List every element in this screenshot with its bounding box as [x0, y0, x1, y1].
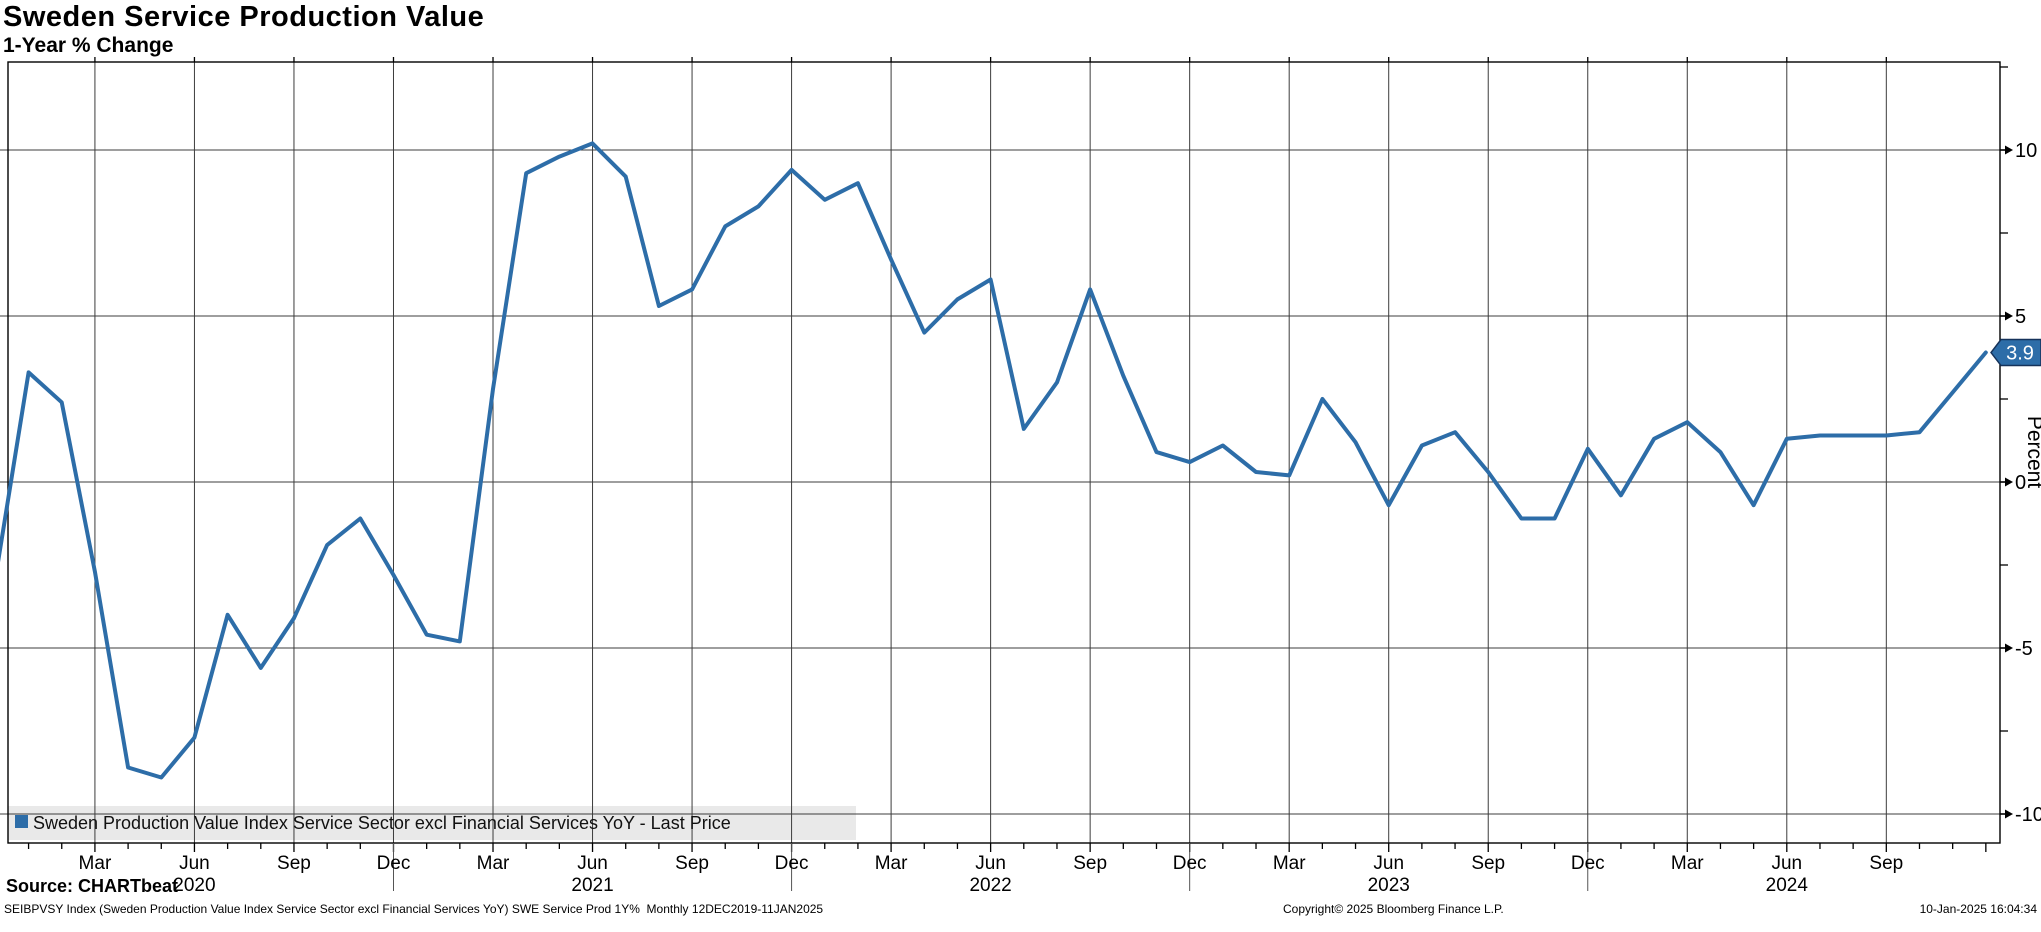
x-year-label: 2023	[1368, 875, 1410, 896]
price-line	[0, 141, 1988, 780]
x-tick-label: Mar	[1273, 853, 1306, 874]
y-tick-arrow-icon	[2005, 477, 2013, 487]
x-tick-label: Mar	[477, 853, 510, 874]
x-tick-label: Sep	[1073, 853, 1107, 874]
x-year-label: 2020	[173, 875, 215, 896]
x-tick-label: Jun	[1373, 853, 1404, 874]
x-tick-label: Dec	[377, 853, 411, 874]
footer-timestamp: 10-Jan-2025 16:04:34	[1919, 902, 2037, 916]
x-tick-label: Dec	[1571, 853, 1605, 874]
x-tick-label: Sep	[1471, 853, 1505, 874]
x-tick-label: Mar	[79, 853, 112, 874]
x-tick-label: Dec	[775, 853, 809, 874]
plot-frame	[7, 61, 2001, 844]
y-tick-label: 5	[2015, 306, 2026, 328]
chart-subtitle: 1-Year % Change	[3, 34, 174, 57]
x-tick-label: Sep	[277, 853, 311, 874]
legend-background	[8, 806, 856, 840]
x-tick-label: Mar	[1671, 853, 1704, 874]
y-tick-arrow-icon	[2005, 145, 2013, 155]
x-tick-label: Mar	[875, 853, 908, 874]
x-year-label: 2021	[571, 875, 613, 896]
x-tick-label: Sep	[675, 853, 709, 874]
last-price-value: 3.9	[2006, 343, 2034, 365]
y-tick-arrow-icon	[2005, 809, 2013, 819]
y-tick-label: -5	[2015, 638, 2033, 660]
page-title: Sweden Service Production Value	[3, 1, 485, 33]
x-tick-label: Dec	[1173, 853, 1207, 874]
x-tick-label: Sep	[1869, 853, 1903, 874]
x-year-label: 2022	[969, 875, 1011, 896]
x-year-label: 2024	[1766, 875, 1809, 896]
legend-swatch-icon	[15, 815, 28, 828]
footer-security-info: SEIBPVSY Index (Sweden Production Value …	[4, 902, 824, 916]
source-label: Source: CHARTbeat	[6, 876, 179, 896]
x-tick-label: Jun	[975, 853, 1006, 874]
last-price-flag	[1990, 338, 2041, 367]
x-tick-label: Jun	[179, 853, 210, 874]
x-tick-label: Jun	[577, 853, 608, 874]
y-tick-label: 10	[2015, 140, 2037, 162]
y-tick-arrow-icon	[2005, 643, 2013, 653]
footer-copyright: Copyright© 2025 Bloomberg Finance L.P.	[1283, 902, 1504, 916]
y-tick-label: -10	[2015, 804, 2041, 826]
y-axis-title: Percent	[2023, 416, 2041, 489]
y-tick-arrow-icon	[2005, 311, 2013, 321]
legend-label: Sweden Production Value Index Service Se…	[33, 813, 731, 833]
x-tick-label: Jun	[1771, 853, 1802, 874]
y-tick-label: 0	[2015, 472, 2026, 494]
